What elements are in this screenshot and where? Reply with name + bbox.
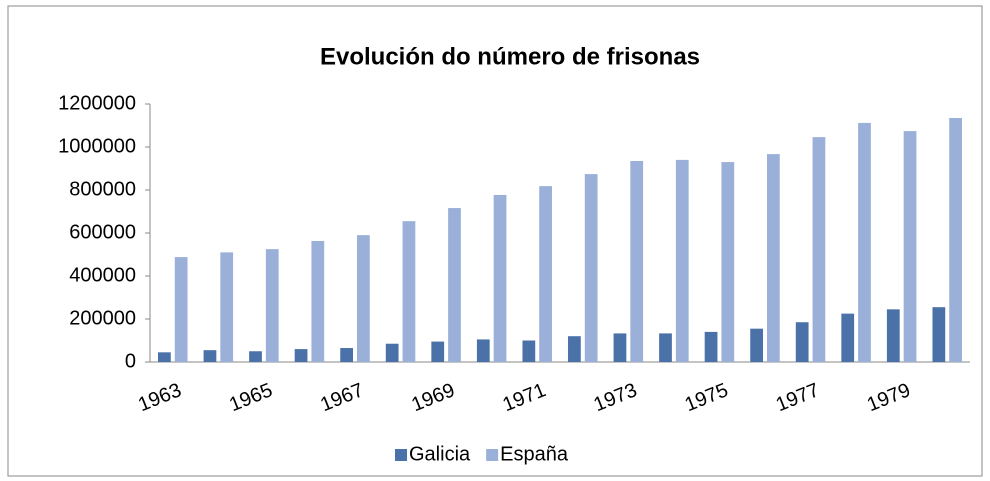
bar	[903, 131, 917, 362]
bar	[158, 352, 171, 362]
legend-swatch	[486, 449, 499, 461]
y-tick-label: 800000	[69, 178, 136, 200]
bar	[750, 328, 763, 362]
bar	[568, 336, 581, 362]
bar	[448, 208, 461, 362]
bar	[841, 313, 855, 362]
bar	[584, 174, 598, 362]
bar	[721, 162, 735, 362]
legend-label: Galicia	[409, 443, 471, 465]
bar	[203, 350, 217, 362]
bar	[311, 240, 325, 362]
y-tick-label: 600000	[69, 221, 136, 243]
bar	[932, 307, 946, 362]
bar	[174, 257, 188, 362]
bar	[886, 309, 900, 362]
y-tick-label: 0	[125, 350, 136, 372]
legend-swatch	[395, 449, 407, 461]
chart-title: Evolución do número de frisonas	[320, 43, 700, 70]
bar	[767, 154, 780, 362]
bar	[539, 186, 552, 362]
bar	[340, 348, 353, 362]
bar	[630, 160, 644, 362]
bar	[249, 351, 262, 362]
bar	[431, 341, 445, 362]
bar	[357, 235, 370, 362]
bar	[949, 117, 962, 362]
y-tick-label: 1000000	[58, 135, 136, 157]
bar	[675, 159, 689, 362]
y-tick-label: 400000	[69, 264, 136, 286]
y-tick-label: 1200000	[58, 92, 136, 114]
bar	[265, 249, 279, 362]
bar	[493, 194, 507, 362]
bar	[522, 340, 536, 362]
bar	[704, 331, 718, 362]
bar	[659, 333, 672, 362]
bar	[476, 339, 490, 362]
bar	[294, 349, 308, 362]
bar	[812, 137, 826, 362]
bar	[220, 252, 234, 362]
y-tick-label: 200000	[69, 307, 136, 329]
bar	[385, 343, 399, 362]
bar	[613, 333, 627, 362]
legend-label: España	[500, 443, 569, 465]
bar	[402, 221, 416, 362]
bar	[858, 122, 871, 362]
bar	[795, 322, 809, 362]
